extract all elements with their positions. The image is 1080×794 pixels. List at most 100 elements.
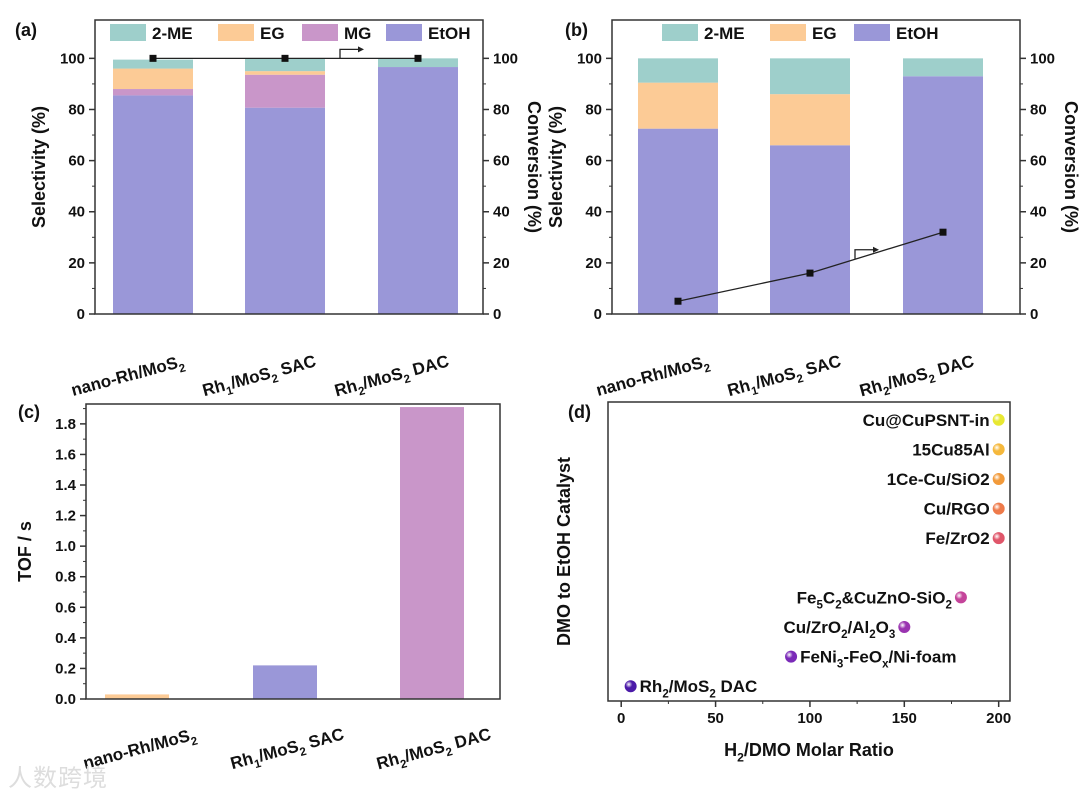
point-label: Fe/ZrO2 [925,529,989,548]
legend-label-EtOH: EtOH [428,24,471,43]
y-tick-label: 1.0 [55,538,76,555]
data-point [992,413,1005,426]
legend-swatch-EG [218,24,254,41]
panel-d-frame [607,401,1011,702]
y2-tick-label: 80 [1030,101,1047,118]
panel-c-frame [85,403,501,700]
y-tick-label: 80 [585,101,602,118]
bar-MG-0 [113,89,193,96]
point-label: Cu@CuPSNT-in [863,411,990,430]
legend-swatch-EtOH [854,24,890,41]
panel-label: (d) [568,402,591,422]
x-tick-label: Rh1/MoS2 SAC [228,725,347,778]
data-point [992,532,1005,545]
y2-tick-label: 60 [1030,153,1047,170]
legend-label-2-ME: 2-ME [152,24,193,43]
y-tick-label: 80 [68,101,85,118]
bar-EG-1 [245,71,325,75]
point-label: FeNi3-FeOx/Ni-foam [800,648,956,671]
y-tick-label: 40 [585,204,602,221]
panel-a-frame [94,19,484,315]
legend-label-2-ME: 2-ME [704,24,745,43]
data-point [954,591,967,604]
legend-label-EG: EG [812,24,837,43]
point-label: Cu/RGO [924,500,990,519]
tof-bar-0 [105,694,169,699]
y-tick-label: 0.8 [55,569,76,586]
conversion-point [281,54,289,62]
legend-swatch-MG [302,24,338,41]
y-tick-label: 1.8 [55,416,76,433]
tof-bar-1 [253,665,317,699]
y2-tick-label: 100 [1030,50,1055,67]
y2-axis-label: Conversion (%) [524,101,544,233]
y-tick-label: 1.4 [55,477,77,494]
bar-2-ME-1 [770,58,850,95]
panel-label: (a) [15,20,37,40]
bar-EtOH-2 [378,67,458,314]
x-tick-label: Rh2/MoS2 DAC [374,725,494,778]
y-tick-label: 1.6 [55,446,76,463]
y2-tick-label: 0 [493,306,501,323]
y-tick-label: 0 [77,306,85,323]
point-label: 15Cu85Al [912,440,989,459]
y-tick-label: 100 [60,50,85,67]
x-tick-label: nano-Rh/MoS2 [594,352,712,404]
panel-label: (c) [18,402,40,422]
data-point [992,472,1005,485]
data-point [785,650,798,663]
y2-tick-label: 40 [1030,204,1047,221]
conversion-point [674,297,682,305]
panel-label: (b) [565,20,588,40]
conversion-point [414,54,422,62]
y2-tick-label: 100 [493,50,518,67]
conversion-point [806,269,814,277]
tof-bar-2 [400,407,464,699]
bar-2-ME-0 [113,59,193,69]
y-axis-label: TOF / s [15,521,35,582]
y-tick-label: 0.6 [55,599,76,616]
x-tick-label: 0 [617,710,625,727]
arrow-head-icon [358,46,364,53]
bar-EtOH-0 [113,95,193,314]
x-tick-label: Rh1/MoS2 SAC [725,352,844,405]
data-point [898,620,911,633]
y2-tick-label: 0 [1030,306,1038,323]
bar-2-ME-2 [378,58,458,68]
y-axis-label: DMO to EtOH Catalyst [554,457,574,646]
y2-axis-label: Conversion (%) [1061,101,1080,233]
y-axis-label: Selectivity (%) [546,106,566,228]
y-tick-label: 0 [594,306,602,323]
bar-EG-1 [770,94,850,146]
y2-tick-label: 20 [493,255,510,272]
bar-EtOH-2 [903,76,983,315]
legend-label-EG: EG [260,24,285,43]
data-point [992,443,1005,456]
y-tick-label: 60 [585,153,602,170]
x-tick-label: 100 [797,710,822,727]
y-tick-label: 0.4 [55,630,77,647]
y2-tick-label: 60 [493,153,510,170]
bar-2-ME-2 [903,58,983,77]
y-tick-label: 0.2 [55,660,76,677]
x-axis-label: H2/DMO Molar Ratio [724,740,894,764]
bar-MG-1 [245,74,325,108]
x-tick-label: 200 [986,710,1011,727]
conversion-point [939,228,947,236]
y-tick-label: 0.0 [55,691,76,708]
legend-swatch-EG [770,24,806,41]
x-tick-label: Rh2/MoS2 DAC [332,352,452,405]
bar-2-ME-1 [245,58,325,72]
right-axis-arrow-icon [339,48,360,59]
point-label: 1Ce-Cu/SiO2 [887,470,990,489]
x-tick-label: Rh2/MoS2 DAC [857,352,977,405]
legend-label-EtOH: EtOH [896,24,939,43]
data-point [624,680,637,693]
y-tick-label: 20 [585,255,602,272]
legend-swatch-2-ME [110,24,146,41]
y-tick-label: 1.2 [55,508,76,525]
data-point [992,502,1005,515]
bar-EtOH-1 [245,107,325,315]
panel-b-frame [611,19,1021,315]
